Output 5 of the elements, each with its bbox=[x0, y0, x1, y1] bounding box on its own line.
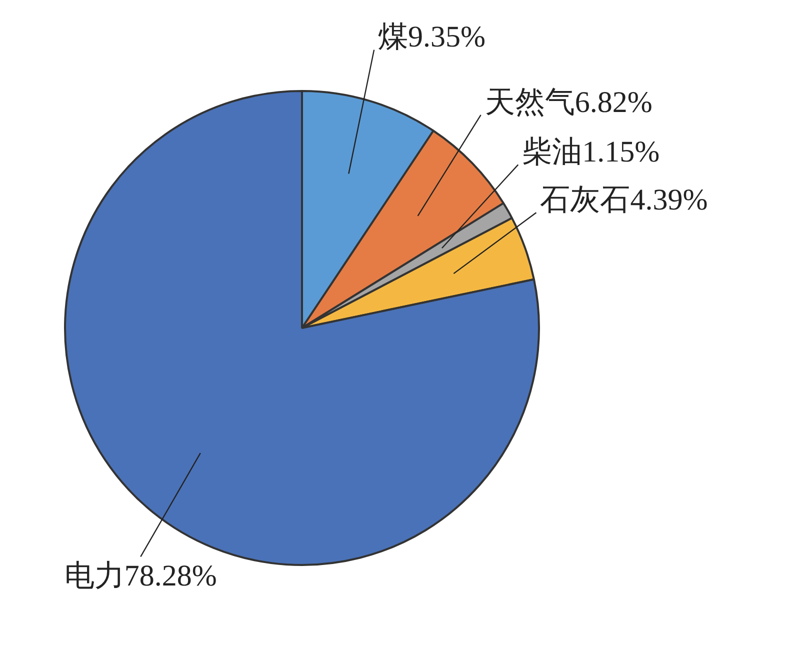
slice-label: 电力78.28% bbox=[64, 560, 217, 593]
slice-label: 煤9.35% bbox=[378, 20, 486, 54]
slice-label: 石灰石4.39% bbox=[540, 184, 708, 217]
slice-label: 天然气6.82% bbox=[484, 86, 652, 119]
slice-label: 柴油1.15% bbox=[522, 136, 660, 169]
